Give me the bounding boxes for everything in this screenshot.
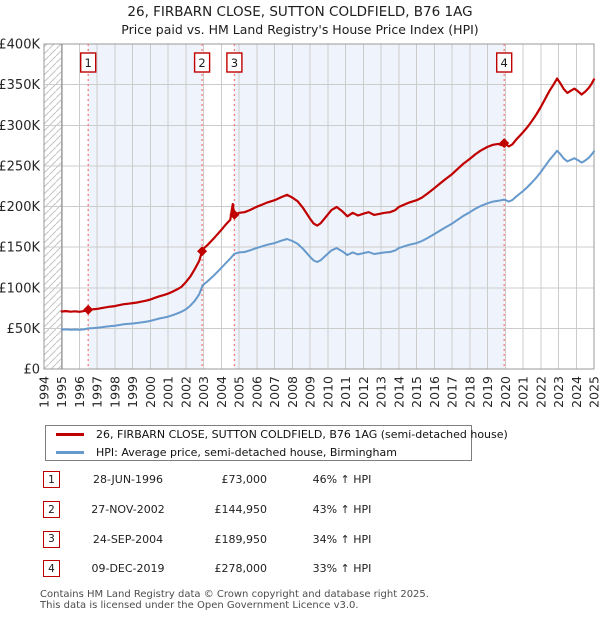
x-tick-label: 1997 [90,376,105,408]
sale-number-box [496,52,513,73]
x-tick-label: 2002 [178,376,193,408]
x-tick-label: 2016 [427,376,442,408]
x-tick-label: 1994 [37,376,52,408]
sale-number: 1 [85,56,92,70]
plot-border [43,43,595,370]
property-line-swatch [56,432,84,436]
y-tick-label: £250K [0,159,40,174]
sales-table: 1 28-JUN-1996 £73,000 46% ↑ HPI 2 27-NOV-2002… [0,465,600,584]
x-tick-label: 2005 [232,376,247,408]
sale-number-box [79,52,97,73]
x-tick-label: 1996 [72,376,87,408]
x-tick-label: 1999 [125,376,140,408]
legend-label-property: 26, FIRBARN CLOSE, SUTTON COLDFIELD, B76… [96,427,508,441]
x-tick-label: 2020 [498,376,513,408]
property-line [60,77,596,313]
legend-row-property: 26, FIRBARN CLOSE, SUTTON COLDFIELD, B76… [46,427,508,442]
x-tick-label: 2003 [196,376,211,408]
x-tick-label: 2008 [285,376,300,408]
sale-row-hpi-delta: 46% ↑ HPI [312,473,372,487]
x-tick-label: 2025 [587,376,600,408]
x-tick-label: 2012 [356,376,371,408]
x-tick-label: 2022 [533,376,548,408]
x-tick-label: 2013 [374,376,389,408]
sale-number: 2 [198,56,205,70]
x-tick-label: 2018 [462,376,477,408]
y-tick-label: £400K [0,38,40,53]
sale-number-box [226,52,243,73]
page-title: 26, FIRBARN CLOSE, SUTTON COLDFIELD, B76… [127,4,473,20]
sale-number: 4 [501,56,508,70]
x-tick-label: 2021 [516,376,531,408]
x-tick-label: 2023 [551,376,566,408]
x-tick-label: 2019 [480,376,495,408]
y-tick-label: £150K [0,241,40,256]
x-tick-label: 2017 [445,376,460,408]
x-tick-label: 2014 [391,376,406,408]
sale-row-number: 4 [43,560,60,578]
sale-row-price: £144,950 [214,503,268,517]
sale-row: 1 28-JUN-1996 £73,000 46% ↑ HPI [0,465,600,495]
x-tick-label: 1995 [54,376,69,408]
x-tick-label: 2010 [320,376,335,408]
sale-row-number: 2 [43,501,60,519]
legend-row-hpi: HPI: Average price, semi-detached house,… [46,445,471,460]
sale-row-number: 1 [43,471,60,489]
legend-label-hpi: HPI: Average price, semi-detached house,… [96,445,397,459]
sale-row: 3 24-SEP-2004 £189,950 34% ↑ HPI [0,524,600,554]
sale-row-hpi-delta: 43% ↑ HPI [312,503,372,517]
sale-marker [197,246,208,257]
sale-marker [229,209,240,220]
y-tick-label: £350K [0,78,40,93]
sale-row-price: £278,000 [214,562,268,576]
sale-number: 3 [231,56,238,70]
sale-row-price: £73,000 [221,473,268,487]
hpi-line-swatch [56,450,84,454]
y-tick-label: £300K [0,119,40,134]
license-footer: Contains HM Land Registry data © Crown c… [40,589,429,611]
hpi-line [60,149,595,331]
sale-row-date: 09-DEC-2019 [91,562,165,576]
sale-row: 4 09-DEC-2019 £278,000 33% ↑ HPI [0,554,600,584]
sale-row-date: 27-NOV-2002 [91,503,165,517]
x-tick-label: 2001 [161,376,176,408]
sale-row-date: 28-JUN-1996 [92,473,164,487]
sale-row-number: 3 [43,530,60,548]
plot-area: 1 2 3 4 £0 £50K £100K £150K £200K £250K £300K £350K… [0,38,600,408]
y-tick-label: £50K [7,322,41,337]
sale-number-box [193,52,211,73]
sale-row: 2 27-NOV-2002 £144,950 43% ↑ HPI [0,495,600,525]
x-tick-label: 2007 [267,376,282,408]
footer-line-1: Contains HM Land Registry data © Crown c… [40,589,429,600]
sale-marker [499,138,510,149]
chart-legend: 26, FIRBARN CLOSE, SUTTON COLDFIELD, B76… [45,425,508,461]
page-subtitle: Price paid vs. HM Land Registry's House … [121,22,479,37]
x-tick-label: 2006 [249,376,264,408]
x-tick-label: 2024 [569,376,584,408]
sale-row-price: £189,950 [214,532,268,546]
x-tick-label: 2004 [214,376,229,408]
y-tick-label: £100K [0,281,40,296]
sale-row-date: 24-SEP-2004 [92,532,164,546]
x-tick-label: 1998 [108,376,123,408]
sale-marker [83,304,94,315]
footer-line-2: This data is licensed under the Open Gov… [40,600,359,611]
sale-row-hpi-delta: 33% ↑ HPI [312,562,372,576]
x-tick-label: 2009 [303,376,318,408]
y-tick-label: £0 [23,363,40,378]
x-tick-label: 2015 [409,376,424,408]
x-tick-label: 2000 [143,376,158,408]
sale-row-hpi-delta: 34% ↑ HPI [312,532,372,546]
price-history-chart: 1 2 3 4 £0 £50K £100K £150K £200K £250K £300K £350K… [0,38,600,408]
x-tick-label: 2011 [338,376,353,408]
y-tick-label: £200K [0,200,40,215]
